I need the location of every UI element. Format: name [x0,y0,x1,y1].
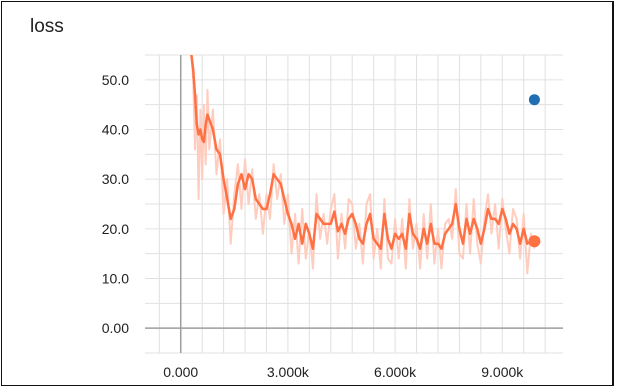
y-tick-label: 0.00 [102,320,129,336]
y-tick-label: 50.0 [102,72,129,88]
smoothed-loss-line [190,55,535,250]
smoothed-series [190,55,535,250]
y-tick-label: 30.0 [102,171,129,187]
raw-series [190,55,536,275]
x-tick-label: 9.000k [481,364,524,380]
x-tick-label: 6.000k [374,364,417,380]
x-tick-label: 3.000k [267,364,310,380]
x-tick-label: 0.000 [163,364,198,380]
smoothed-end-point [528,235,541,248]
raw-loss-line [190,55,536,275]
y-tick-label: 10.0 [102,271,129,287]
highlight-point [528,94,540,106]
markers [528,94,541,248]
y-tick-label: 40.0 [102,122,129,138]
chart-title: loss [30,16,64,37]
axes [145,55,563,353]
y-tick-label: 20.0 [102,221,129,237]
tick-labels: 0.000 3.000k 6.000k 9.000k 0.00 10.0 20.0 30.0 4… [102,72,525,380]
